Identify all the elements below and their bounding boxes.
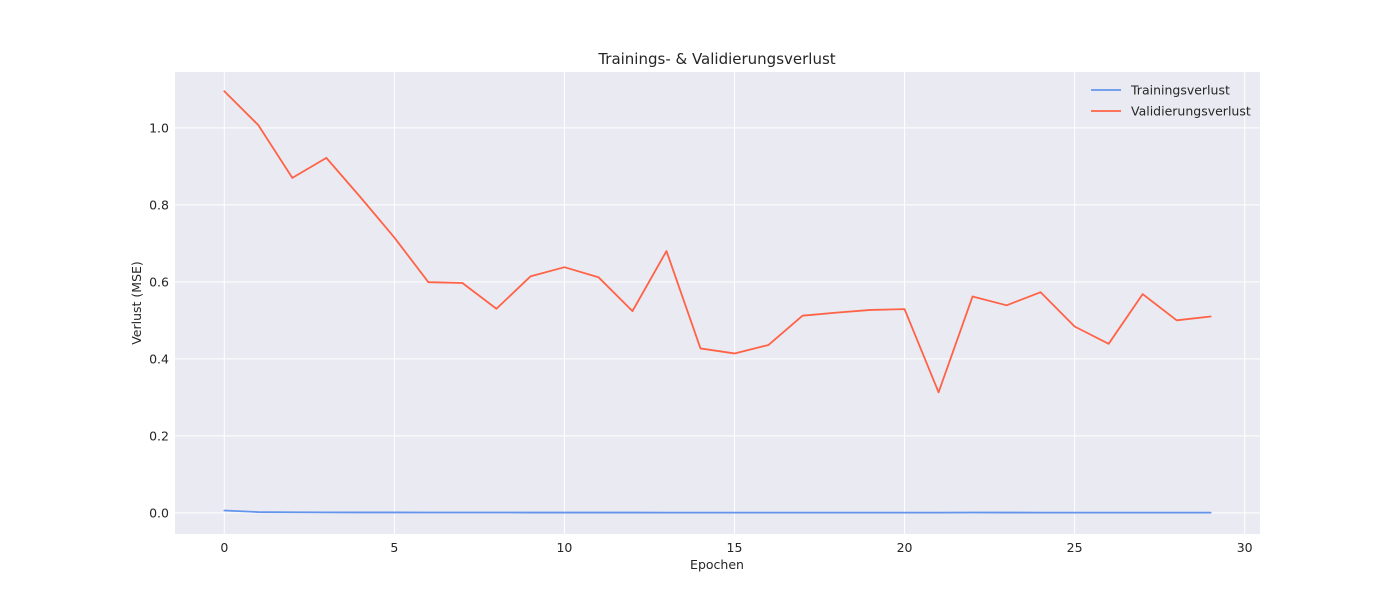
x-tick-label: 0 — [220, 540, 228, 555]
x-tick-label: 5 — [390, 540, 398, 555]
y-tick-label: 0.8 — [149, 197, 169, 212]
y-tick-label: 1.0 — [149, 120, 169, 135]
y-tick-label: 0.4 — [149, 351, 169, 366]
legend-label-training: Trainingsverlust — [1130, 83, 1230, 98]
x-tick-label: 25 — [1067, 540, 1083, 555]
y-axis-label: Verlust (MSE) — [129, 261, 144, 345]
y-tick-label: 0.2 — [149, 428, 169, 443]
legend-label-validation: Validierungsverlust — [1131, 104, 1251, 119]
validation-loss-line — [223, 90, 1212, 394]
legend: Trainingsverlust Validierungsverlust — [1091, 83, 1251, 119]
y-tick-label: 0.0 — [149, 505, 169, 520]
x-tick-label: 30 — [1237, 540, 1253, 555]
x-axis-label: Epochen — [690, 557, 744, 572]
y-tick-label: 0.6 — [149, 274, 169, 289]
tick-labels: 0 5 10 15 20 25 30 0.0 0.2 0.4 0.6 0.8 1.0 — [149, 120, 1253, 555]
chart-title: Trainings- & Validierungsverlust — [597, 50, 835, 68]
x-tick-label: 20 — [897, 540, 913, 555]
x-tick-label: 10 — [556, 540, 572, 555]
plot-background — [175, 72, 1260, 534]
grid — [175, 72, 1260, 534]
series-layer — [223, 90, 1212, 514]
training-loss-line — [223, 509, 1212, 514]
x-tick-label: 15 — [727, 540, 743, 555]
